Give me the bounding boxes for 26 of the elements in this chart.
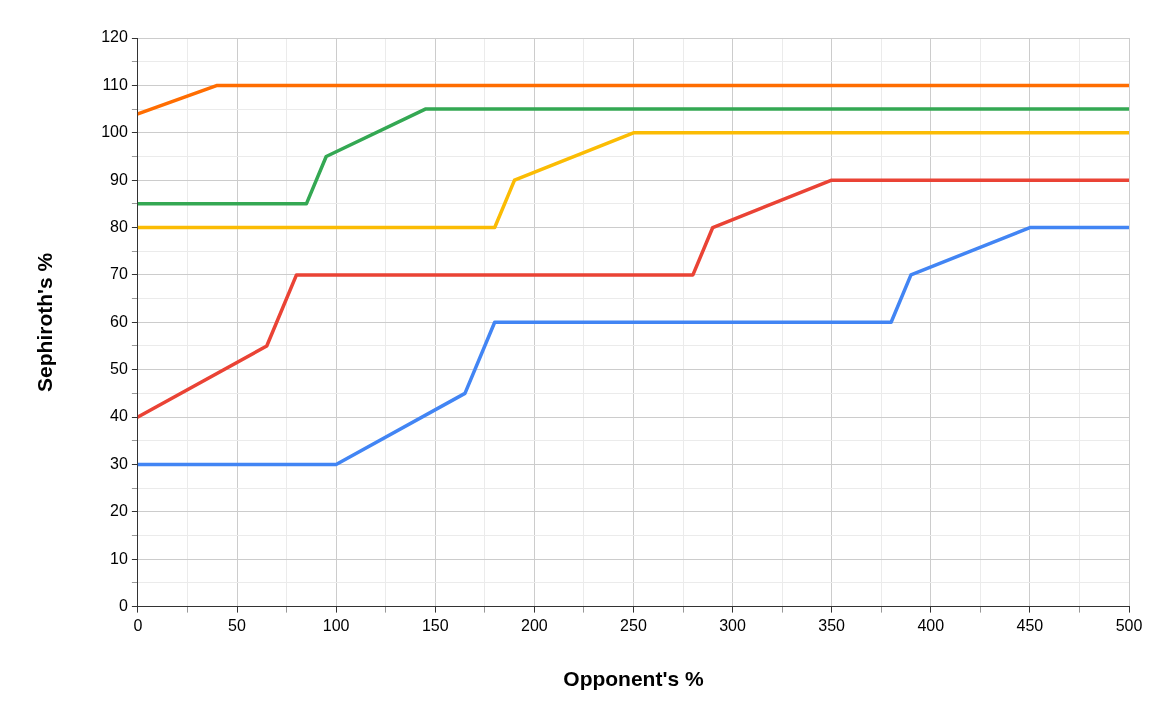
y-tick-label: 110	[102, 75, 128, 93]
y-tick-label: 20	[110, 502, 128, 520]
y-tick-label: 10	[110, 549, 128, 567]
y-axis-title: Sephiroth's %	[33, 252, 57, 392]
x-axis-title: Opponent's %	[563, 667, 704, 691]
y-tick-label: 100	[101, 123, 128, 141]
x-tick-label: 500	[1115, 616, 1143, 634]
x-tick-label: 350	[818, 616, 846, 634]
x-tick-label: 200	[520, 616, 548, 634]
x-tick-label: 100	[322, 616, 350, 634]
y-tick-label: 40	[110, 407, 128, 425]
y-tick-label: 120	[101, 28, 128, 46]
x-tick-label: 150	[421, 616, 449, 634]
x-tick-label: 50	[228, 616, 247, 634]
y-tick-label: 60	[110, 312, 128, 330]
x-tick-label: 250	[620, 616, 647, 634]
x-tick-label: 0	[133, 616, 143, 634]
y-tick-label: 0	[118, 597, 128, 615]
x-tick-label: 400	[917, 616, 945, 634]
x-tick-label: 300	[719, 616, 746, 634]
y-tick-label: 50	[110, 360, 128, 378]
y-tick-label: 80	[110, 217, 128, 235]
y-tick-label: 90	[110, 170, 128, 188]
y-tick-label: 30	[110, 454, 128, 472]
y-tick-label: 70	[110, 265, 128, 283]
x-tick-label: 450	[1016, 616, 1044, 634]
